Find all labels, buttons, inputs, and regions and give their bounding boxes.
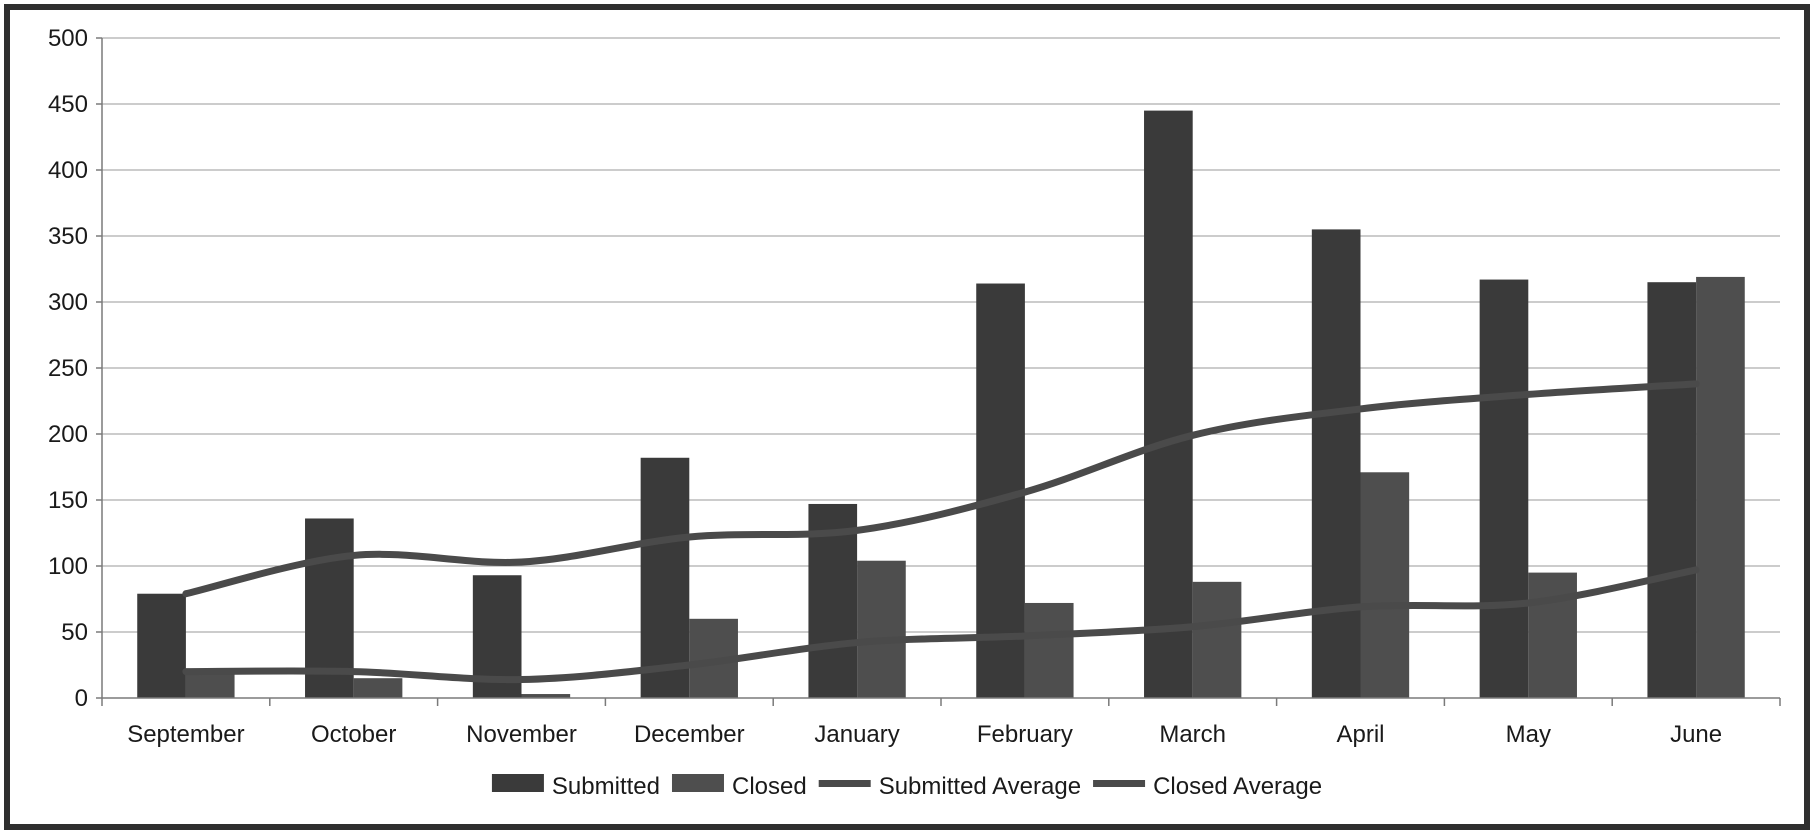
y-axis-tick-labels: 0 50 100 150 200 250 300 350 400 450 500 [48, 25, 88, 712]
lines-group [182, 380, 1700, 684]
x-tick-label: October [311, 721, 396, 748]
bar-submitted-april [1311, 229, 1361, 698]
bars-group [137, 110, 1745, 699]
bar-submitted-may [1479, 279, 1529, 698]
legend-swatch-submitted-average [818, 780, 871, 787]
legend-swatch-closed-average [1093, 780, 1146, 787]
y-tick-label: 350 [48, 223, 88, 250]
line-closed-average [182, 566, 1700, 684]
bar-closed-may [1528, 572, 1577, 698]
bar-submitted-september [137, 593, 186, 698]
y-tick-label: 300 [48, 289, 88, 316]
chart-frame: 0 50 100 150 200 250 300 350 400 450 500 September… [4, 4, 1810, 830]
axes-group [96, 37, 1781, 706]
x-tick-label: May [1506, 721, 1551, 748]
legend-swatch-closed [671, 774, 724, 792]
y-tick-label: 50 [61, 619, 88, 646]
bar-closed-september [185, 671, 235, 698]
bar-submitted-june [1647, 282, 1697, 698]
chart-svg: 0 50 100 150 200 250 300 350 400 450 500 September… [48, 25, 1781, 800]
legend-label-closed-average: Closed Average [1153, 773, 1322, 800]
bar-closed-june [1696, 276, 1745, 698]
line-submitted-average [182, 380, 1700, 598]
x-tick-label: March [1159, 721, 1226, 748]
x-axis-tick-labels: September October November December January F… [127, 721, 1722, 748]
x-tick-label: April [1336, 721, 1384, 748]
y-tick-label: 400 [48, 157, 88, 184]
y-tick-label: 250 [48, 355, 88, 382]
x-tick-label: November [466, 721, 577, 748]
bar-closed-april [1360, 472, 1410, 698]
x-tick-label: September [127, 721, 244, 748]
legend: Submitted Closed Submitted Average Closed A… [491, 773, 1322, 800]
y-tick-label: 200 [48, 421, 88, 448]
bar-closed-november [521, 694, 571, 698]
x-tick-label: February [977, 721, 1073, 748]
legend-label-submitted-average: Submitted Average [879, 773, 1081, 800]
y-tick-label: 100 [48, 553, 88, 580]
y-tick-label: 450 [48, 91, 88, 118]
bar-submitted-march [1144, 110, 1193, 699]
bar-closed-march [1192, 581, 1242, 698]
bar-closed-january [857, 560, 906, 698]
bar-closed-february [1024, 602, 1074, 698]
x-tick-label: December [634, 721, 745, 748]
y-tick-label: 150 [48, 487, 88, 514]
legend-swatch-submitted [491, 774, 544, 792]
legend-label-closed: Closed [732, 773, 807, 800]
bar-closed-october [353, 678, 403, 698]
x-tick-label: June [1670, 721, 1722, 748]
y-tick-label: 0 [75, 685, 88, 712]
y-tick-label: 500 [48, 25, 88, 52]
gridlines [102, 37, 1780, 633]
bar-submitted-december [640, 457, 690, 698]
x-tick-label: January [814, 721, 899, 748]
legend-label-submitted: Submitted [552, 773, 660, 800]
